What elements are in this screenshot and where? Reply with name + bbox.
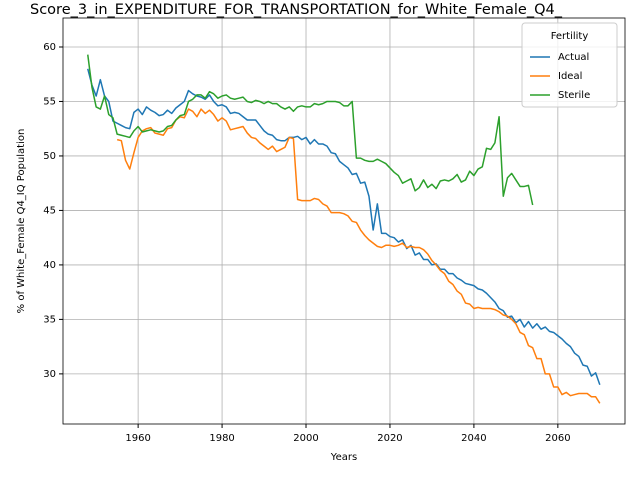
y-tick-label: 30	[43, 369, 56, 380]
legend-title: Fertility	[551, 31, 589, 42]
chart-title: Score_3_in_EXPENDITURE_FOR_TRANSPORTATIO…	[30, 2, 563, 18]
legend-label: Sterile	[558, 90, 590, 101]
y-tick-label: 35	[43, 314, 56, 325]
x-tick-label: 1980	[209, 433, 234, 444]
plot-frame	[62, 17, 626, 425]
line-series	[87, 54, 534, 206]
y-axis-label: % of White_Female Q4_IQ Population	[16, 129, 27, 314]
x-tick-label: 2020	[377, 433, 402, 444]
x-tick-label: 2060	[545, 433, 570, 444]
legend-label: Ideal	[558, 71, 582, 82]
line-series	[116, 108, 601, 404]
y-tick-label: 40	[43, 260, 56, 271]
legend: Fertility Actual Ideal Sterile	[521, 22, 618, 108]
legend-box	[521, 22, 618, 108]
x-tick-label: 2040	[461, 433, 486, 444]
y-tick-label: 50	[43, 151, 56, 162]
x-tick-label: 2000	[293, 433, 318, 444]
y-tick-label: 45	[43, 205, 56, 216]
x-axis-label: Years	[330, 452, 357, 463]
x-tick-label: 1960	[125, 433, 150, 444]
y-tick-label: 55	[43, 96, 56, 107]
legend-label: Actual	[558, 52, 589, 63]
y-tick-label: 60	[43, 42, 56, 53]
line-series	[87, 68, 601, 386]
